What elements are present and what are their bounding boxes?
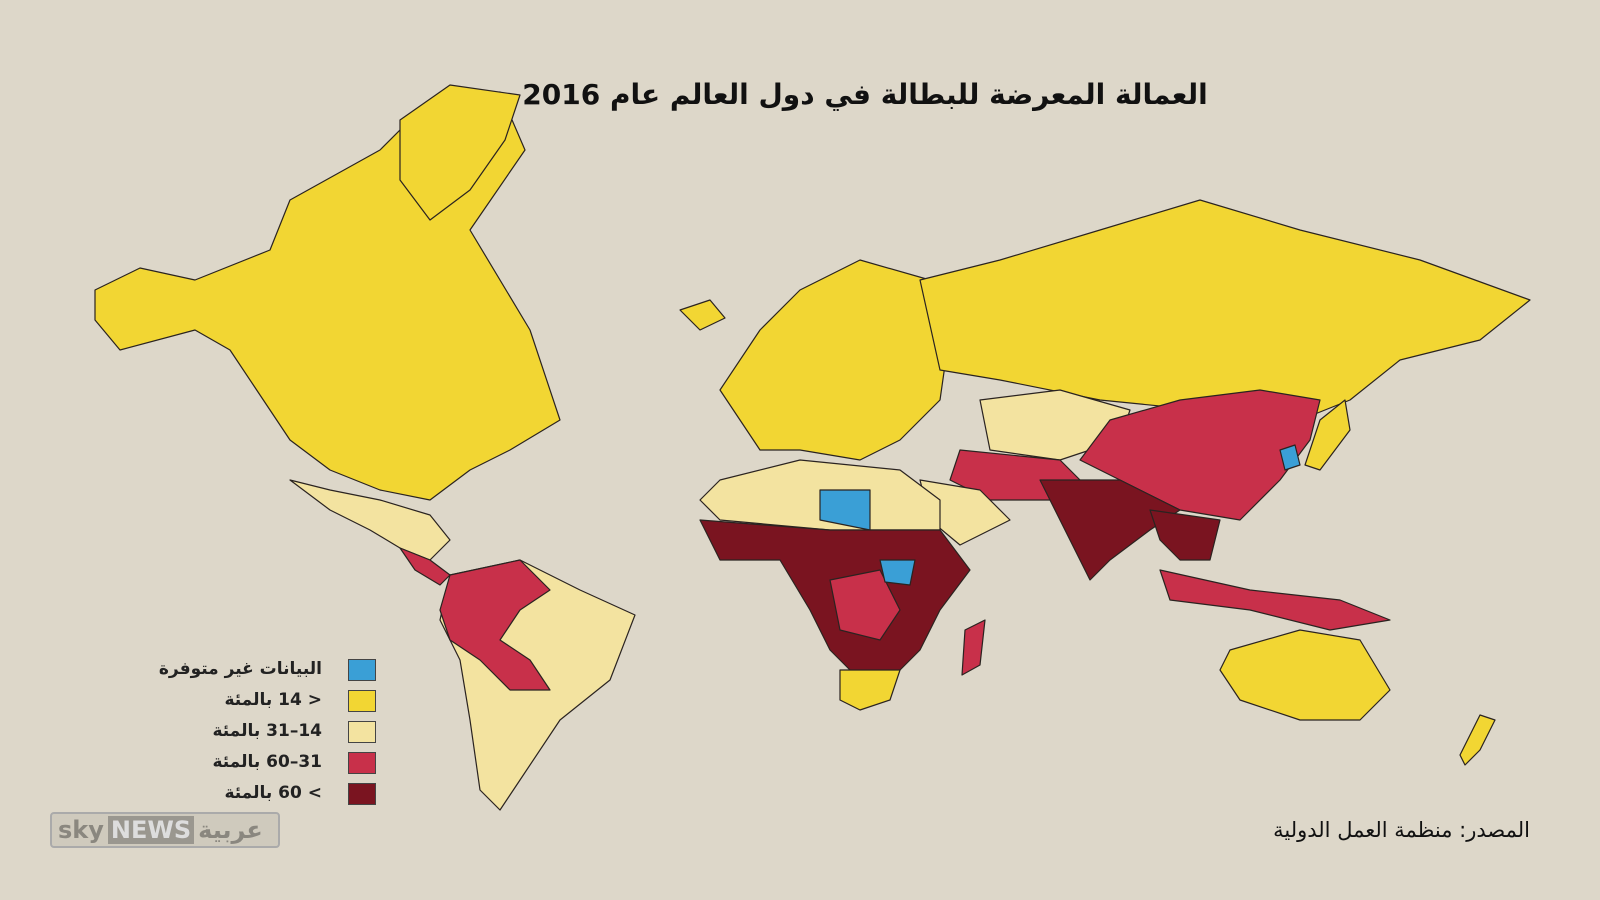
- region: [1304, 399, 1351, 471]
- legend-swatch: [348, 690, 376, 712]
- legend: البيانات غير متوفرة < 14 بالمئة 14–31 بالم…: [150, 655, 380, 810]
- north-america: [94, 84, 726, 501]
- logo-arabic: عربية: [198, 816, 263, 844]
- legend-label: < 14 بالمئة: [224, 690, 322, 710]
- region: [1159, 569, 1391, 631]
- region: [1079, 389, 1321, 521]
- region: [399, 84, 521, 221]
- region: [679, 299, 726, 331]
- region: [289, 479, 451, 561]
- logo: sky NEWS عربية: [50, 812, 280, 848]
- region: [439, 559, 551, 691]
- region: [1279, 444, 1301, 471]
- region: [879, 559, 916, 586]
- region: [829, 569, 901, 641]
- logo-brand: sky: [58, 816, 104, 844]
- legend-swatch: [348, 721, 376, 743]
- legend-item: > 60 بالمئة: [150, 779, 380, 810]
- region: [1459, 714, 1496, 766]
- region: [839, 669, 901, 711]
- legend-swatch: [348, 659, 376, 681]
- legend-label: > 60 بالمئة: [224, 783, 322, 803]
- title: العمالة المعرضة للبطالة في دول العالم عا…: [522, 78, 1208, 111]
- region: [1039, 479, 1181, 581]
- region: [961, 619, 986, 676]
- legend-swatch: [348, 783, 376, 805]
- region: [399, 547, 451, 586]
- region: [719, 259, 951, 461]
- legend-item: البيانات غير متوفرة: [150, 655, 380, 686]
- logo-news: NEWS: [107, 816, 195, 844]
- region: [1149, 509, 1221, 561]
- region: [919, 199, 1531, 421]
- legend-item: 14–31 بالمئة: [150, 717, 380, 748]
- legend-label: 14–31 بالمئة: [212, 721, 322, 741]
- legend-label: البيانات غير متوفرة: [158, 659, 322, 679]
- legend-item: 31–60 بالمئة: [150, 748, 380, 779]
- legend-swatch: [348, 752, 376, 774]
- region: [1219, 629, 1391, 721]
- legend-item: < 14 بالمئة: [150, 686, 380, 717]
- source: المصدر: منظمة العمل الدولية: [1273, 818, 1530, 842]
- legend-label: 31–60 بالمئة: [212, 752, 322, 772]
